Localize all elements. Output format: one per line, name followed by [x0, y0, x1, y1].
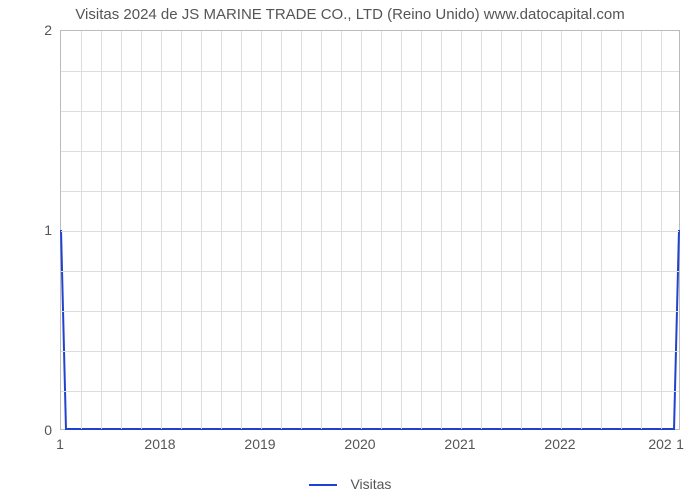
grid-h [61, 191, 679, 192]
xtick-label-fragment: 202 [648, 436, 671, 452]
plot-area [60, 30, 680, 430]
grid-v [261, 31, 262, 429]
edge-left-label: 1 [56, 436, 64, 452]
grid-v [361, 31, 362, 429]
grid-v [401, 31, 402, 429]
grid-v [121, 31, 122, 429]
grid-h [61, 71, 679, 72]
grid-v [341, 31, 342, 429]
grid-v [221, 31, 222, 429]
grid-h [61, 231, 679, 232]
grid-v [661, 31, 662, 429]
grid-v [81, 31, 82, 429]
xtick-label: 2019 [244, 436, 275, 452]
ytick-label: 0 [12, 422, 52, 438]
grid-v [601, 31, 602, 429]
grid-v [521, 31, 522, 429]
grid-v [381, 31, 382, 429]
line-series [61, 31, 679, 429]
grid-v [441, 31, 442, 429]
xtick-label: 2021 [444, 436, 475, 452]
grid-v [181, 31, 182, 429]
legend-label: Visitas [350, 476, 391, 492]
chart-container: Visitas 2024 de JS MARINE TRADE CO., LTD… [0, 0, 700, 500]
xtick-label: 2018 [144, 436, 175, 452]
grid-v [141, 31, 142, 429]
grid-v [501, 31, 502, 429]
grid-v [321, 31, 322, 429]
grid-v [241, 31, 242, 429]
grid-v [581, 31, 582, 429]
grid-v [201, 31, 202, 429]
grid-v [281, 31, 282, 429]
grid-v [421, 31, 422, 429]
legend-swatch [309, 484, 337, 486]
chart-title: Visitas 2024 de JS MARINE TRADE CO., LTD… [0, 6, 700, 23]
xtick-label: 2022 [544, 436, 575, 452]
grid-h [61, 351, 679, 352]
grid-h [61, 111, 679, 112]
ytick-label: 2 [12, 22, 52, 38]
grid-v [161, 31, 162, 429]
grid-v [561, 31, 562, 429]
legend: Visitas [0, 476, 700, 492]
xtick-label: 2020 [344, 436, 375, 452]
grid-h [61, 271, 679, 272]
ytick-label: 1 [12, 222, 52, 238]
grid-v [641, 31, 642, 429]
grid-h [61, 391, 679, 392]
grid-v [101, 31, 102, 429]
grid-h [61, 151, 679, 152]
grid-v [461, 31, 462, 429]
grid-h [61, 311, 679, 312]
grid-v [541, 31, 542, 429]
grid-v [301, 31, 302, 429]
grid-v [481, 31, 482, 429]
edge-right-label: 1 [676, 436, 684, 452]
grid-v [621, 31, 622, 429]
